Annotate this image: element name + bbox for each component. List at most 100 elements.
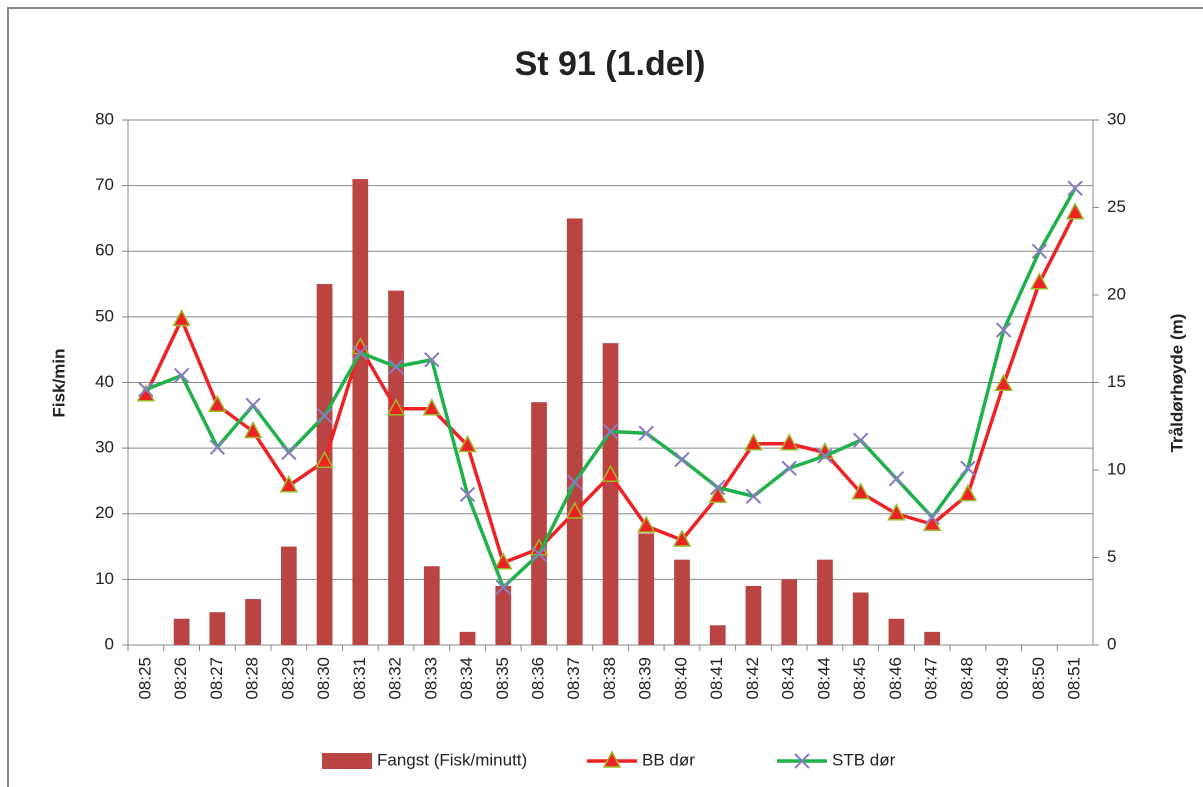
x-tick-label: 08:49 bbox=[993, 657, 1012, 700]
point bbox=[602, 423, 619, 440]
y-tick-label: 10 bbox=[95, 569, 114, 588]
x-tick-label: 08:28 bbox=[243, 657, 262, 700]
x-tick-label: 08:48 bbox=[957, 657, 976, 700]
y-tick-label: 70 bbox=[95, 175, 114, 194]
y-tick-label: 30 bbox=[95, 438, 114, 457]
point bbox=[708, 485, 727, 503]
y-tick-label: 80 bbox=[95, 109, 114, 128]
point bbox=[958, 483, 978, 502]
bar bbox=[495, 585, 512, 645]
legend-label: BB dør bbox=[642, 750, 695, 769]
x-tick-label: 08:37 bbox=[564, 657, 583, 700]
bar bbox=[924, 631, 941, 645]
x-tick-label: 08:29 bbox=[278, 657, 297, 700]
x-tick-label: 08:25 bbox=[135, 657, 154, 700]
point bbox=[565, 501, 585, 519]
point bbox=[352, 345, 369, 361]
point bbox=[851, 482, 870, 500]
bar bbox=[459, 631, 476, 645]
bar bbox=[531, 402, 547, 645]
bar bbox=[173, 618, 190, 645]
point bbox=[209, 439, 226, 455]
y-tick-label: 60 bbox=[95, 241, 114, 260]
point bbox=[173, 367, 190, 384]
x-tick-label: 08:36 bbox=[529, 657, 548, 700]
point bbox=[672, 529, 692, 547]
y-tick-label: 20 bbox=[95, 503, 114, 522]
point bbox=[172, 308, 191, 327]
bar bbox=[280, 546, 297, 645]
legend-marker bbox=[794, 753, 810, 769]
y-tick-label: 50 bbox=[95, 306, 114, 325]
bar bbox=[781, 579, 798, 645]
point bbox=[674, 451, 690, 468]
bar bbox=[674, 559, 690, 645]
x-tick-label: 08:47 bbox=[922, 657, 941, 700]
bar bbox=[423, 566, 440, 645]
x-tick-label: 08:46 bbox=[886, 657, 905, 700]
y-axis-title: Fisk/min bbox=[49, 349, 68, 418]
x-tick-label: 08:43 bbox=[779, 657, 798, 700]
point bbox=[1065, 202, 1085, 220]
y-tick-label: 40 bbox=[95, 372, 114, 391]
point bbox=[315, 450, 334, 468]
point bbox=[1031, 243, 1048, 259]
point bbox=[638, 425, 654, 441]
bar bbox=[245, 599, 261, 645]
x-tick-label: 08:38 bbox=[600, 657, 619, 700]
point bbox=[922, 513, 942, 531]
y2-tick-label: 15 bbox=[1107, 372, 1126, 391]
x-tick-label: 08:30 bbox=[314, 657, 333, 700]
y2-tick-label: 10 bbox=[1107, 459, 1126, 478]
point bbox=[281, 444, 297, 461]
x-tick-label: 08:45 bbox=[850, 657, 869, 700]
point bbox=[458, 434, 477, 453]
y-tick-label: 0 bbox=[105, 634, 114, 653]
x-tick-label: 08:50 bbox=[1029, 657, 1048, 700]
point bbox=[744, 433, 763, 451]
legend-marker bbox=[602, 750, 622, 768]
x-tick-label: 08:41 bbox=[707, 657, 726, 700]
point bbox=[424, 352, 440, 368]
x-tick-label: 08:51 bbox=[1065, 657, 1084, 700]
point bbox=[243, 420, 263, 439]
x-tick-label: 08:26 bbox=[171, 657, 190, 700]
x-tick-label: 08:40 bbox=[671, 657, 690, 700]
bar bbox=[602, 343, 619, 645]
point bbox=[960, 460, 976, 476]
point bbox=[531, 546, 547, 562]
x-tick-label: 08:44 bbox=[814, 657, 833, 700]
legend-label: STB dør bbox=[832, 750, 896, 769]
point bbox=[316, 408, 333, 424]
point bbox=[386, 398, 406, 416]
y2-tick-label: 20 bbox=[1107, 284, 1126, 303]
point bbox=[1030, 272, 1049, 290]
bar bbox=[817, 559, 833, 645]
y2-tick-label: 30 bbox=[1107, 109, 1126, 128]
y2-tick-label: 0 bbox=[1107, 634, 1116, 653]
point bbox=[852, 432, 869, 448]
point bbox=[1067, 180, 1083, 196]
bar bbox=[352, 179, 369, 645]
point bbox=[567, 474, 583, 490]
bar bbox=[388, 290, 404, 645]
point bbox=[710, 479, 726, 496]
y2-axis-title: Tråldørhøyde (m) bbox=[1167, 314, 1186, 453]
x-tick-label: 08:35 bbox=[493, 657, 512, 700]
x-tick-label: 08:42 bbox=[743, 657, 762, 700]
bar bbox=[709, 625, 726, 645]
chart-title: St 91 (1.del) bbox=[515, 45, 706, 83]
point bbox=[888, 471, 905, 487]
point bbox=[245, 397, 261, 413]
point bbox=[459, 486, 476, 503]
point bbox=[138, 381, 154, 398]
bar bbox=[638, 533, 655, 645]
point bbox=[817, 448, 833, 464]
point bbox=[494, 552, 513, 570]
point bbox=[388, 359, 404, 375]
point bbox=[745, 488, 762, 504]
point bbox=[495, 579, 511, 595]
y2-tick-label: 5 bbox=[1107, 547, 1116, 566]
legend-swatch bbox=[322, 753, 372, 769]
